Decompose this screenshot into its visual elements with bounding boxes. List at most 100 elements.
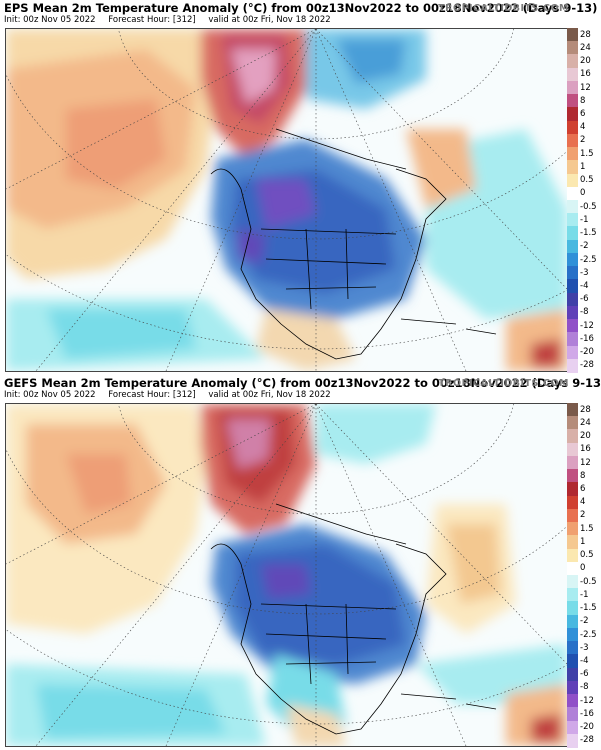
colorbar-label: 1.5 <box>580 148 594 159</box>
colorbar-swatch <box>567 667 578 682</box>
colorbar-label: -0.5 <box>580 201 597 212</box>
colorbar-swatch <box>567 173 578 188</box>
colorbar-label: 24 <box>580 417 591 428</box>
colorbar-swatch <box>567 641 578 656</box>
colorbar-label: -28 <box>580 735 594 746</box>
colorbar-swatch <box>567 80 578 95</box>
colorbar-swatch <box>567 601 578 616</box>
colorbar-label: 4 <box>580 122 586 133</box>
colorbar: 28 24 20 16 12 8 6 4 2 1.5 1 0.5 0 -0.5 -1 -1.5 -2 -2.5 -3… <box>567 28 600 373</box>
valid-time: valid at 00z Fri, Nov 18 2022 <box>208 15 331 25</box>
colorbar-label: -1.5 <box>580 603 597 614</box>
colorbar-swatch <box>567 41 578 56</box>
colorbar-label: -2 <box>580 241 589 252</box>
colorbar-label: -4 <box>580 281 589 291</box>
colorbar-swatch <box>567 305 578 320</box>
colorbar-label: 16 <box>580 69 591 80</box>
colorbar-label: -4 <box>580 656 589 666</box>
colorbar-swatch <box>567 720 578 735</box>
colorbar-swatch <box>567 133 578 148</box>
coastlines <box>210 128 497 360</box>
colorbar-swatch <box>567 403 578 417</box>
colorbar-swatch <box>567 654 578 669</box>
graticule <box>6 29 567 371</box>
colorbar-swatch <box>567 416 578 431</box>
panel-title: GEFS Mean 2m Temperature Anomaly (°C) fr… <box>4 376 601 390</box>
colorbar-swatch <box>567 522 578 537</box>
colorbar-label: 12 <box>580 457 591 468</box>
colorbar-label: -6 <box>580 294 589 305</box>
colorbar-label: -2.5 <box>580 629 597 640</box>
colorbar-label: -8 <box>580 307 589 318</box>
gefs-panel: GEFS Mean 2m Temperature Anomaly (°C) fr… <box>0 375 601 750</box>
eps-panel: EPS Mean 2m Temperature Anomaly (°C) fro… <box>4 1 600 373</box>
colorbar-label: 1 <box>580 536 586 547</box>
colorbar-label: 2 <box>580 135 586 146</box>
colorbar-label: 12 <box>580 82 591 93</box>
colorbar-swatch <box>567 535 578 550</box>
colorbar-swatch <box>567 239 578 254</box>
forecast-hour: Forecast Hour: [312] <box>108 15 196 25</box>
colorbar-label: -1.5 <box>580 228 597 239</box>
colorbar-swatch <box>567 469 578 484</box>
colorbar-label: -3 <box>580 642 589 653</box>
anomaly-map <box>5 28 568 372</box>
colorbar-label: -6 <box>580 669 589 680</box>
colorbar-label: 0 <box>580 563 586 574</box>
colorbar-label: 24 <box>580 42 591 53</box>
colorbar-swatch <box>567 442 578 457</box>
anomaly-field <box>6 29 567 371</box>
colorbar-swatch <box>567 548 578 563</box>
colorbar-label: -20 <box>580 722 594 733</box>
graticule <box>6 404 567 746</box>
colorbar-label: 8 <box>580 470 586 481</box>
colorbar-label: 28 <box>580 29 591 40</box>
colorbar-label: -12 <box>580 695 594 706</box>
colorbar-swatch <box>567 561 578 576</box>
init-time: Init: 00z Nov 05 2022 <box>4 390 96 400</box>
colorbar-swatch <box>567 279 578 294</box>
colorbar-swatch <box>567 707 578 722</box>
panel-title: EPS Mean 2m Temperature Anomaly (°C) fro… <box>4 1 598 15</box>
colorbar-label: 1 <box>580 161 586 172</box>
colorbar-swatch <box>567 332 578 347</box>
colorbar-label: 0.5 <box>580 550 594 561</box>
colorbar-label: 20 <box>580 431 591 442</box>
colorbar-label: 6 <box>580 484 586 494</box>
colorbar-swatch <box>567 213 578 228</box>
colorbar-swatch <box>567 345 578 360</box>
brand-watermark: TROPICALTIDBITS.COM <box>438 378 569 389</box>
colorbar-swatch <box>567 319 578 334</box>
colorbar-swatch <box>567 358 578 373</box>
colorbar-label: -28 <box>580 360 594 371</box>
init-time: Init: 00z Nov 05 2022 <box>4 15 96 25</box>
colorbar-label: -20 <box>580 347 594 358</box>
colorbar-label: 28 <box>580 404 591 415</box>
colorbar-swatch <box>567 28 578 42</box>
anomaly-map <box>5 403 568 747</box>
colorbar-swatch <box>567 495 578 510</box>
colorbar-label: -12 <box>580 320 594 331</box>
anomaly-field <box>6 404 567 746</box>
colorbar-label: 16 <box>580 444 591 455</box>
panel-subtitle: Init: 00z Nov 05 2022 Forecast Hour: [31… <box>4 390 341 400</box>
colorbar-label: 0.5 <box>580 175 594 186</box>
colorbar-swatch <box>567 160 578 175</box>
colorbar-swatch <box>567 508 578 523</box>
panel-subtitle: Init: 00z Nov 05 2022 Forecast Hour: [31… <box>4 15 341 25</box>
colorbar-swatch <box>567 94 578 109</box>
colorbar-swatch <box>567 147 578 162</box>
colorbar-swatch <box>567 614 578 629</box>
colorbar-swatch <box>567 694 578 709</box>
colorbar-label: -16 <box>580 708 594 719</box>
colorbar-swatch <box>567 266 578 281</box>
colorbar-swatch <box>567 54 578 69</box>
colorbar-label: -1 <box>580 589 589 600</box>
colorbar-label: -8 <box>580 682 589 693</box>
colorbar-label: -2 <box>580 616 589 627</box>
colorbar-swatch <box>567 680 578 695</box>
colorbar-label: -2.5 <box>580 254 597 265</box>
colorbar-label: 1.5 <box>580 523 594 534</box>
forecast-hour: Forecast Hour: [312] <box>108 390 196 400</box>
colorbar-swatch <box>567 226 578 241</box>
